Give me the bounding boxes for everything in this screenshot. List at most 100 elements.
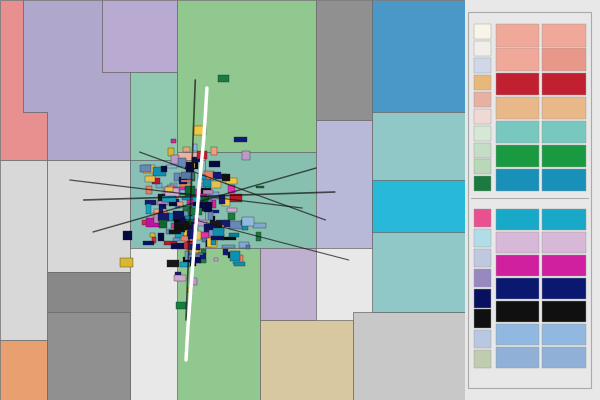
- Bar: [496, 255, 539, 276]
- Bar: [182, 206, 194, 211]
- Bar: [146, 204, 151, 214]
- Bar: [194, 189, 207, 195]
- Bar: [474, 142, 491, 158]
- Bar: [158, 233, 164, 241]
- Bar: [158, 194, 170, 201]
- Bar: [181, 217, 186, 226]
- Bar: [160, 204, 166, 210]
- Bar: [190, 244, 200, 250]
- Bar: [234, 137, 247, 142]
- Bar: [143, 165, 155, 172]
- Polygon shape: [130, 72, 176, 160]
- Bar: [187, 207, 199, 212]
- Bar: [211, 236, 216, 245]
- Polygon shape: [316, 0, 372, 120]
- Bar: [179, 227, 187, 236]
- Polygon shape: [23, 0, 130, 160]
- Bar: [474, 58, 491, 73]
- Bar: [185, 216, 194, 218]
- Bar: [209, 228, 223, 236]
- Bar: [167, 185, 175, 194]
- Bar: [197, 175, 206, 180]
- Bar: [242, 224, 248, 230]
- Bar: [218, 76, 229, 82]
- Bar: [474, 24, 491, 39]
- Bar: [161, 166, 167, 172]
- Bar: [179, 228, 185, 234]
- Bar: [474, 176, 491, 191]
- Bar: [197, 232, 209, 239]
- Bar: [186, 163, 194, 172]
- Bar: [176, 204, 180, 208]
- Bar: [166, 189, 176, 193]
- Bar: [211, 228, 217, 236]
- Bar: [496, 301, 539, 322]
- Bar: [256, 232, 261, 241]
- Bar: [223, 197, 230, 206]
- Bar: [145, 200, 156, 205]
- Bar: [496, 324, 539, 345]
- Bar: [496, 169, 539, 191]
- Bar: [474, 209, 491, 227]
- Bar: [181, 218, 185, 221]
- Polygon shape: [0, 160, 47, 340]
- Bar: [163, 187, 169, 194]
- Bar: [196, 255, 204, 258]
- Bar: [123, 231, 132, 240]
- Bar: [197, 220, 207, 226]
- Bar: [175, 204, 182, 208]
- Bar: [171, 243, 185, 249]
- Bar: [253, 223, 266, 228]
- Bar: [204, 230, 216, 232]
- Bar: [542, 97, 586, 119]
- Bar: [213, 172, 221, 178]
- Bar: [179, 192, 187, 195]
- Bar: [140, 165, 151, 172]
- Bar: [174, 219, 180, 224]
- Bar: [227, 213, 235, 220]
- Bar: [239, 242, 250, 248]
- Bar: [542, 255, 586, 276]
- Bar: [193, 144, 197, 151]
- Bar: [202, 238, 207, 242]
- Bar: [209, 162, 220, 167]
- Bar: [222, 174, 230, 181]
- Bar: [183, 227, 189, 230]
- Bar: [474, 75, 491, 90]
- Bar: [180, 184, 193, 192]
- Polygon shape: [176, 248, 260, 400]
- Bar: [190, 257, 202, 263]
- Bar: [474, 229, 491, 247]
- Bar: [176, 302, 187, 309]
- Bar: [183, 146, 190, 152]
- Polygon shape: [0, 340, 47, 400]
- Bar: [191, 278, 197, 285]
- Bar: [206, 197, 211, 200]
- Bar: [181, 236, 193, 241]
- Bar: [173, 211, 184, 220]
- Bar: [158, 213, 169, 221]
- Bar: [474, 330, 491, 348]
- Bar: [229, 221, 242, 228]
- Bar: [185, 186, 195, 196]
- Bar: [197, 253, 206, 262]
- Bar: [142, 220, 149, 225]
- Bar: [542, 48, 586, 71]
- Bar: [189, 253, 203, 256]
- Bar: [159, 208, 163, 213]
- Bar: [542, 145, 586, 167]
- Bar: [542, 324, 586, 345]
- Bar: [193, 224, 199, 230]
- Polygon shape: [372, 180, 465, 232]
- Bar: [179, 177, 187, 184]
- Bar: [181, 218, 193, 220]
- Polygon shape: [260, 320, 353, 400]
- Bar: [496, 278, 539, 299]
- Bar: [542, 169, 586, 191]
- Bar: [171, 155, 179, 164]
- Bar: [187, 249, 199, 258]
- Bar: [542, 278, 586, 299]
- Bar: [188, 208, 202, 215]
- Bar: [156, 183, 163, 188]
- Bar: [167, 260, 179, 267]
